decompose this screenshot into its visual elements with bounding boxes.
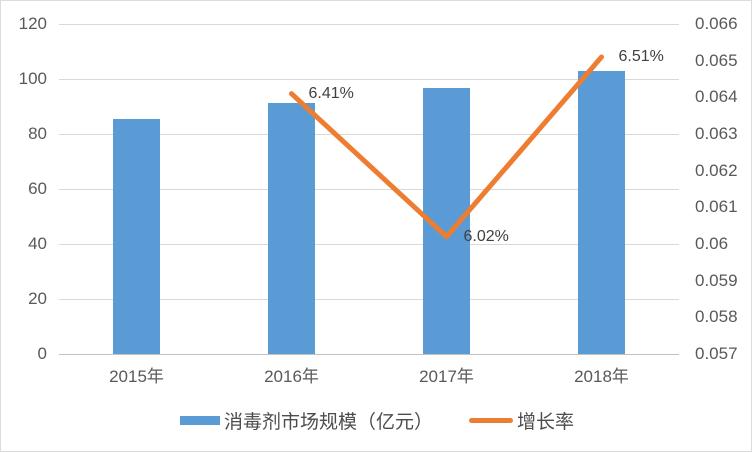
gridline [59,354,679,355]
gridline [59,244,679,245]
left-axis-tick: 20 [28,289,47,308]
bar-2016年 [268,103,315,354]
left-axis-tick: 60 [28,179,47,198]
bar-2015年 [113,118,160,354]
x-axis-label: 2018年 [574,367,629,386]
bar-2018年 [578,71,625,354]
data-label: 6.02% [463,227,509,245]
x-axis-label: 2016年 [264,367,319,386]
right-axis-tick: 0.06 [695,234,729,253]
left-axis-tick: 80 [28,124,47,143]
x-axis-label: 2015年 [109,367,164,386]
gridline [59,24,679,25]
gridline [59,79,679,80]
right-axis-tick: 0.059 [695,270,738,290]
legend-item-growth-rate: 增长率 [469,407,574,434]
left-axis-tick: 120 [18,14,47,33]
data-label: 6.51% [618,48,664,65]
right-axis-tick: 0.057 [695,344,738,363]
bar-series-swatch [179,416,220,425]
right-axis-tick: 0.064 [695,87,738,107]
gridline [59,134,679,135]
legend-label-growth-rate: 增长率 [517,412,575,433]
gridline [59,299,679,300]
line-series-swatch [469,418,513,423]
legend: 消毒剂市场规模（亿元） 增长率 [1,407,751,434]
right-axis-tick: 0.063 [695,124,738,143]
gridline [59,189,679,190]
legend-item-market-size: 消毒剂市场规模（亿元） [179,407,433,434]
left-axis-tick: 100 [18,69,47,88]
right-axis-tick: 0.065 [695,50,738,70]
right-axis-tick: 0.058 [695,307,738,327]
right-axis-tick: 0.066 [695,14,738,33]
right-axis-tick: 0.062 [695,160,738,180]
legend-label-market-size: 消毒剂市场规模（亿元） [223,412,433,433]
left-axis-tick: 0 [37,344,47,363]
left-axis-tick: 40 [28,234,47,253]
right-axis-tick: 0.061 [695,197,738,217]
x-axis-label: 2017年 [419,367,474,386]
data-label: 6.41% [308,84,354,102]
